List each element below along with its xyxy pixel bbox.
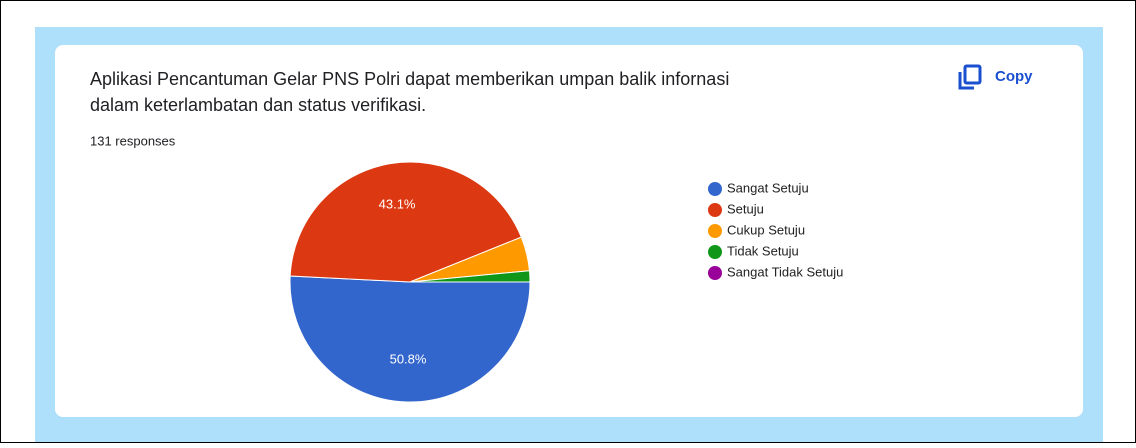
legend-swatch [708, 266, 722, 280]
pie-slice [289, 161, 522, 283]
pie-slice [289, 275, 531, 403]
legend-label: Setuju [727, 201, 764, 216]
legend-swatch [708, 182, 722, 196]
copy-icon [963, 64, 982, 85]
slice-label: 50.8% [390, 351, 427, 366]
slice-label: 43.1% [379, 197, 416, 212]
question-title: Aplikasi Pencantuman Gelar PNS Polri dap… [90, 69, 729, 89]
pie-slice [409, 270, 531, 283]
copy-label: Copy [995, 68, 1033, 85]
question-title: dalam keterlambatan dan status verifikas… [90, 95, 426, 115]
legend-swatch [708, 245, 722, 259]
legend-label: Sangat Setuju [727, 180, 809, 195]
legend-swatch [708, 203, 722, 217]
legend-label: Tidak Setuju [727, 243, 799, 258]
legend-label: Cukup Setuju [727, 222, 805, 237]
legend-swatch [708, 224, 722, 238]
legend-label: Sangat Tidak Setuju [727, 264, 843, 279]
response-count: 131 responses [90, 133, 176, 148]
copy-icon [958, 72, 974, 90]
copy-button[interactable]: Copy [958, 64, 1033, 90]
